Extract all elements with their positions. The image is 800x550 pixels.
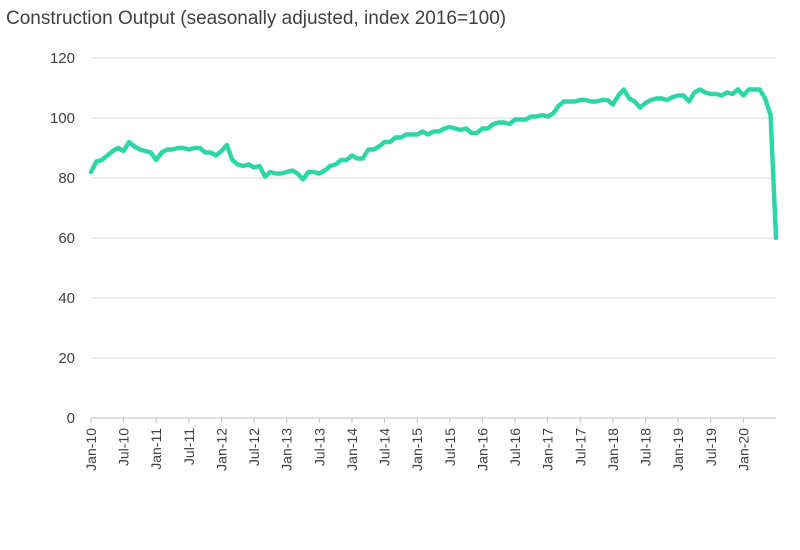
x-tick-label: Jul-17 xyxy=(572,428,588,466)
x-tick-label: Jan-17 xyxy=(540,428,556,471)
x-tick-label: Jan-13 xyxy=(279,428,295,471)
x-tick-label: Jul-18 xyxy=(638,428,654,466)
x-tick-label: Jan-20 xyxy=(735,428,751,471)
x-tick-label: Jul-13 xyxy=(311,428,327,466)
chart-title: Construction Output (seasonally adjusted… xyxy=(6,8,507,29)
y-tick-label: 40 xyxy=(58,290,75,307)
x-tick-label: Jul-11 xyxy=(181,428,197,465)
x-axis xyxy=(90,417,776,423)
x-tick-label: Jan-14 xyxy=(344,428,360,471)
series-layer xyxy=(88,87,779,241)
x-tick-label: Jul-14 xyxy=(377,428,393,466)
y-tick-label: 60 xyxy=(58,230,75,247)
x-tick-label: Jan-16 xyxy=(474,428,490,471)
x-tick-label: Jul-16 xyxy=(507,428,523,466)
x-tick-label: Jul-19 xyxy=(703,428,719,466)
x-tick-label: Jul-15 xyxy=(442,428,458,466)
x-tick-label: Jan-12 xyxy=(213,428,229,471)
y-tick-label: 0 xyxy=(67,410,75,427)
y-tick-label: 20 xyxy=(58,350,75,367)
x-tick-label: Jul-10 xyxy=(116,428,132,466)
x-tick-label: Jan-19 xyxy=(670,428,686,471)
gridlines xyxy=(91,57,776,359)
x-tick-label: Jan-11 xyxy=(148,428,164,470)
x-tick-label: Jan-10 xyxy=(83,428,99,471)
x-tick-label: Jan-15 xyxy=(409,428,425,471)
y-axis-tick-labels: 0 20 40 60 80 100 120 xyxy=(50,50,75,427)
x-axis-tick-labels: Jan-10 Jul-10 Jan-11 Jul-11 Jan-12 Jul-12 Jan-… xyxy=(83,428,751,471)
y-tick-label: 100 xyxy=(50,110,75,127)
series-line xyxy=(88,87,779,241)
y-tick-label: 120 xyxy=(50,50,75,67)
x-tick-label: Jan-18 xyxy=(605,428,621,471)
y-tick-label: 80 xyxy=(58,170,75,187)
x-tick-label: Jul-12 xyxy=(246,428,262,466)
